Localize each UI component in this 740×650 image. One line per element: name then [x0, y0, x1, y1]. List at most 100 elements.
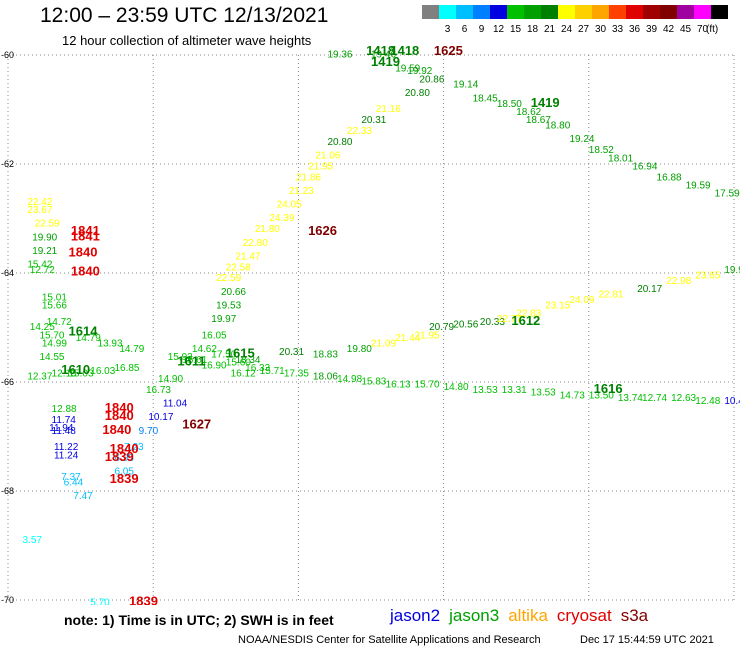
wave-height-value: 18.62 [516, 107, 541, 118]
wave-height-value: 11.74 [52, 415, 77, 426]
map-grid [7, 54, 735, 601]
scale-swatch [490, 5, 507, 19]
wave-height-value: 14.99 [42, 339, 67, 350]
wave-height-value: 22.80 [243, 238, 268, 249]
scale-label: 42 [662, 24, 675, 35]
wave-height-value: 15.61 [182, 355, 207, 366]
pass-time-label: 1418 [366, 43, 395, 58]
satellite-cryosat: cryosat [556, 606, 612, 625]
wave-height-value: 20.66 [221, 287, 246, 298]
pass-time-label: 1839 [110, 471, 139, 486]
wave-height-value: 16.05 [202, 330, 227, 341]
wave-height-value: 18.52 [589, 145, 614, 156]
wave-height-value: 12.37 [27, 371, 52, 382]
wave-height-value: 20.17 [637, 284, 662, 295]
wave-height-value: 20.80 [327, 137, 352, 148]
wave-height-value: 20.31 [279, 347, 304, 358]
page-title: 12:00 – 23:59 UTC 12/13/2021 [40, 4, 329, 27]
wave-height-value: 16.13 [386, 379, 411, 390]
wave-height-map: -60-62-64-66-68-70 -120-117-114-111-108-… [1, 43, 740, 605]
pass-time-label: 1627 [182, 416, 211, 431]
wave-height-value: 6.95 [114, 453, 134, 464]
pass-time-label: 1611 [177, 354, 205, 369]
wave-height-value: 17.35 [284, 369, 309, 380]
pass-time-label: 1616 [594, 381, 623, 396]
wave-height-value: 18.34 [235, 355, 260, 366]
lat-tick-label: -62 [1, 159, 14, 169]
pass-time-label: 1612 [511, 313, 540, 328]
wave-height-value: 20.33 [480, 317, 505, 328]
lat-tick-label: -70 [1, 595, 14, 605]
satellite-jason2: jason2 [390, 606, 441, 625]
wave-height-value: 19.36 [327, 50, 352, 61]
scale-swatch [507, 5, 524, 19]
wave-height-value: 21.06 [315, 151, 340, 162]
scale-label: 18 [526, 24, 539, 35]
scale-swatch [575, 5, 592, 19]
wave-height-value: 20.86 [419, 74, 444, 85]
pass-time-label: 1840 [105, 408, 134, 423]
scale-swatch [677, 5, 694, 19]
scale-label: 39 [645, 24, 658, 35]
pass-time-label: 1841 [71, 223, 100, 238]
scale-swatch [456, 5, 473, 19]
wave-height-value: 16.88 [657, 172, 682, 183]
satellite-s3a: s3a [620, 606, 649, 625]
wave-height-value: 21.23 [289, 186, 314, 197]
lat-tick-label: -64 [1, 268, 14, 278]
scale-label: 45 [679, 24, 692, 35]
wave-height-value: 18.50 [497, 99, 522, 110]
wave-height-value: 24.05 [277, 200, 302, 211]
wave-height-value: 13.50 [589, 390, 614, 401]
wave-height-value: 21.80 [255, 224, 280, 235]
generated-timestamp: Dec 17 15:44:59 UTC 2021 [580, 634, 714, 646]
wave-height-value: 17.59 [715, 189, 740, 200]
pass-time-label: 1840 [71, 264, 100, 279]
scale-swatch [439, 5, 456, 19]
wave-height-value: 19.59 [395, 63, 420, 74]
wave-height-value: 19.59 [686, 181, 711, 192]
credit-line: NOAA/NESDIS Center for Satellite Applica… [238, 634, 541, 646]
wave-height-value: 11.22 [54, 442, 79, 453]
wave-height-value: 21.86 [296, 172, 321, 183]
units-note: note: 1) Time is in UTC; 2) SWH is in fe… [64, 612, 334, 628]
wave-height-value: 23.67 [27, 205, 52, 216]
wave-height-value: 12.88 [52, 404, 77, 415]
wave-height-value: 16.12 [231, 369, 256, 380]
scale-label: 9 [478, 24, 485, 35]
wave-height-value: 24.39 [269, 213, 294, 224]
wave-height-value: 17.50 [211, 349, 236, 360]
wave-height-value: 19.92 [407, 66, 432, 77]
wave-height-value: 12.63 [671, 393, 696, 404]
pass-time-label: 1840 [69, 245, 98, 260]
wave-height-value: 11.48 [52, 426, 77, 437]
wave-height-value: 22.98 [666, 276, 691, 287]
wave-height-value: 15.60 [226, 358, 251, 369]
wave-height-value: 16.73 [146, 385, 171, 396]
wave-height-value: 15.01 [42, 292, 67, 303]
wave-height-value: 16.33 [245, 363, 270, 374]
wave-height-value: 15.03 [69, 369, 94, 380]
wave-height-value: 22.59 [35, 219, 60, 230]
wave-height-value: 15.70 [39, 330, 64, 341]
lat-tick-label: -68 [1, 486, 14, 496]
wave-height-value: 19.53 [216, 300, 241, 311]
scale-swatch [660, 5, 677, 19]
wave-height-value: 16.94 [632, 161, 657, 172]
wave-height-value: 3.57 [23, 535, 43, 546]
pass-time-label: 1840 [110, 441, 139, 456]
wave-height-value: 10.17 [148, 412, 173, 423]
pass-time-label: 1841 [71, 228, 100, 243]
scale-swatch [473, 5, 490, 19]
wave-height-value: 14.72 [47, 317, 72, 328]
wave-height-value: 22.81 [598, 290, 623, 301]
wave-height-value: 14.25 [30, 322, 55, 333]
wave-height-value: 21.44 [395, 333, 420, 344]
wave-height-value: 18.45 [473, 93, 498, 104]
wave-height-value: 14.90 [158, 374, 183, 385]
wave-height-value: 22.83 [516, 309, 541, 320]
wave-height-value: 14.79 [76, 333, 101, 344]
scale-swatch [626, 5, 643, 19]
